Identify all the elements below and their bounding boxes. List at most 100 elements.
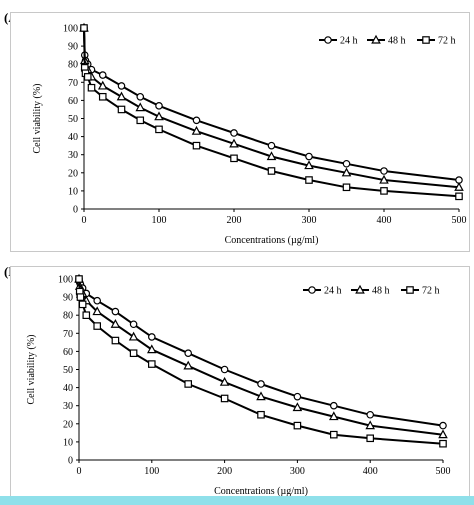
data-point-square	[380, 187, 388, 195]
data-point-circle	[129, 320, 138, 329]
data-point-square	[83, 73, 92, 81]
data-point-triangle	[328, 411, 339, 421]
data-point-square	[439, 439, 447, 448]
data-point-circle	[192, 116, 201, 125]
data-point-circle	[439, 421, 447, 430]
data-point-circle	[267, 141, 276, 150]
x-tick-label: 0	[77, 466, 82, 477]
data-point-triangle	[135, 102, 146, 112]
y-tick-label: 90	[68, 42, 78, 53]
data-point-circle	[329, 401, 338, 410]
y-tick-label: 30	[68, 150, 78, 161]
data-point-square	[76, 293, 85, 301]
data-point-circle	[305, 152, 313, 161]
data-point-triangle	[219, 376, 230, 386]
y-tick-label: 60	[63, 347, 73, 358]
y-tick-label: 10	[63, 437, 73, 448]
y-tick-label: 10	[68, 186, 78, 197]
panel-b-frame	[10, 266, 470, 498]
x-tick-label: 100	[144, 466, 159, 477]
y-tick-label: 100	[63, 24, 78, 35]
data-point-square	[184, 380, 193, 388]
y-tick-label: 50	[63, 365, 73, 376]
x-tick-label: 200	[217, 466, 232, 477]
data-point-square	[82, 311, 91, 320]
data-point-square	[220, 394, 229, 403]
legend-marker-triangle	[355, 284, 365, 294]
data-point-triangle	[154, 111, 164, 121]
x-tick-label: 500	[452, 215, 467, 226]
data-point-circle	[111, 307, 120, 316]
y-axis-label: Cell viability (%)	[32, 84, 43, 154]
y-tick-label: 80	[63, 311, 73, 322]
data-point-circle	[257, 380, 265, 388]
data-point-triangle	[379, 174, 389, 184]
legend-label: 72 h	[438, 36, 456, 47]
data-point-square	[111, 336, 120, 345]
y-tick-label: 80	[68, 60, 78, 71]
data-point-triangle	[146, 344, 157, 354]
data-point-square	[78, 300, 87, 309]
data-point-triangle	[110, 318, 121, 328]
data-point-square	[305, 176, 313, 184]
data-point-triangle	[365, 420, 376, 430]
y-tick-label: 0	[68, 456, 73, 467]
data-point-square	[98, 92, 107, 101]
x-axis-label: Concentrations (µg/ml)	[225, 235, 319, 246]
x-tick-label: 400	[377, 215, 392, 226]
data-point-square	[342, 183, 351, 192]
y-tick-label: 90	[63, 293, 73, 304]
y-tick-label: 0	[73, 205, 78, 216]
data-point-square	[129, 349, 138, 358]
data-point-circle	[155, 102, 163, 110]
y-tick-label: 100	[58, 275, 73, 286]
data-point-triangle	[438, 429, 448, 439]
data-point-circle	[136, 92, 145, 101]
chart-a: 0 10 20 30 40 50 60 70 80 90 100 0 100 200 300 400 500 Co…	[32, 22, 467, 246]
data-point-triangle	[128, 331, 139, 341]
y-tick-label: 60	[68, 96, 78, 107]
legend-marker-square	[406, 286, 414, 294]
data-point-circle	[93, 296, 102, 305]
data-point-square	[148, 360, 156, 368]
x-axis-label: Concentrations (µg/ml)	[214, 486, 308, 497]
data-point-triangle	[116, 91, 127, 101]
data-point-triangle	[229, 138, 239, 148]
data-point-triangle	[454, 182, 464, 191]
legend-label: 48 h	[388, 36, 406, 47]
data-point-triangle	[183, 360, 194, 370]
data-point-square	[330, 430, 338, 439]
data-point-square	[366, 434, 375, 443]
data-point-square	[257, 410, 265, 419]
data-point-circle	[220, 365, 229, 374]
y-tick-label: 40	[68, 132, 78, 143]
data-point-square	[87, 83, 96, 92]
data-point-triangle	[191, 125, 202, 135]
x-tick-label: 500	[436, 466, 451, 477]
data-point-circle	[117, 82, 126, 90]
x-tick-label: 400	[363, 466, 378, 477]
data-point-circle	[148, 333, 156, 341]
x-tick-label: 300	[302, 215, 317, 226]
y-tick-label: 70	[63, 329, 73, 340]
data-point-triangle	[256, 391, 266, 401]
data-point-square	[75, 275, 83, 283]
data-point-square	[455, 192, 463, 201]
data-point-square	[155, 125, 163, 134]
data-point-circle	[184, 349, 193, 358]
data-point-square	[80, 24, 88, 32]
data-point-circle	[342, 159, 351, 168]
data-point-triangle	[341, 167, 352, 177]
x-tick-label: 0	[82, 215, 87, 226]
y-tick-label: 50	[68, 114, 78, 125]
y-tick-label: 70	[68, 78, 78, 89]
data-point-square	[117, 105, 126, 114]
y-tick-label: 20	[63, 419, 73, 430]
y-tick-label: 40	[63, 383, 73, 394]
legend-marker-circle	[324, 36, 332, 44]
legend-marker-square	[422, 36, 430, 44]
data-point-circle	[98, 71, 107, 79]
legend-label: 72 h	[422, 286, 440, 297]
data-point-triangle	[92, 306, 103, 316]
